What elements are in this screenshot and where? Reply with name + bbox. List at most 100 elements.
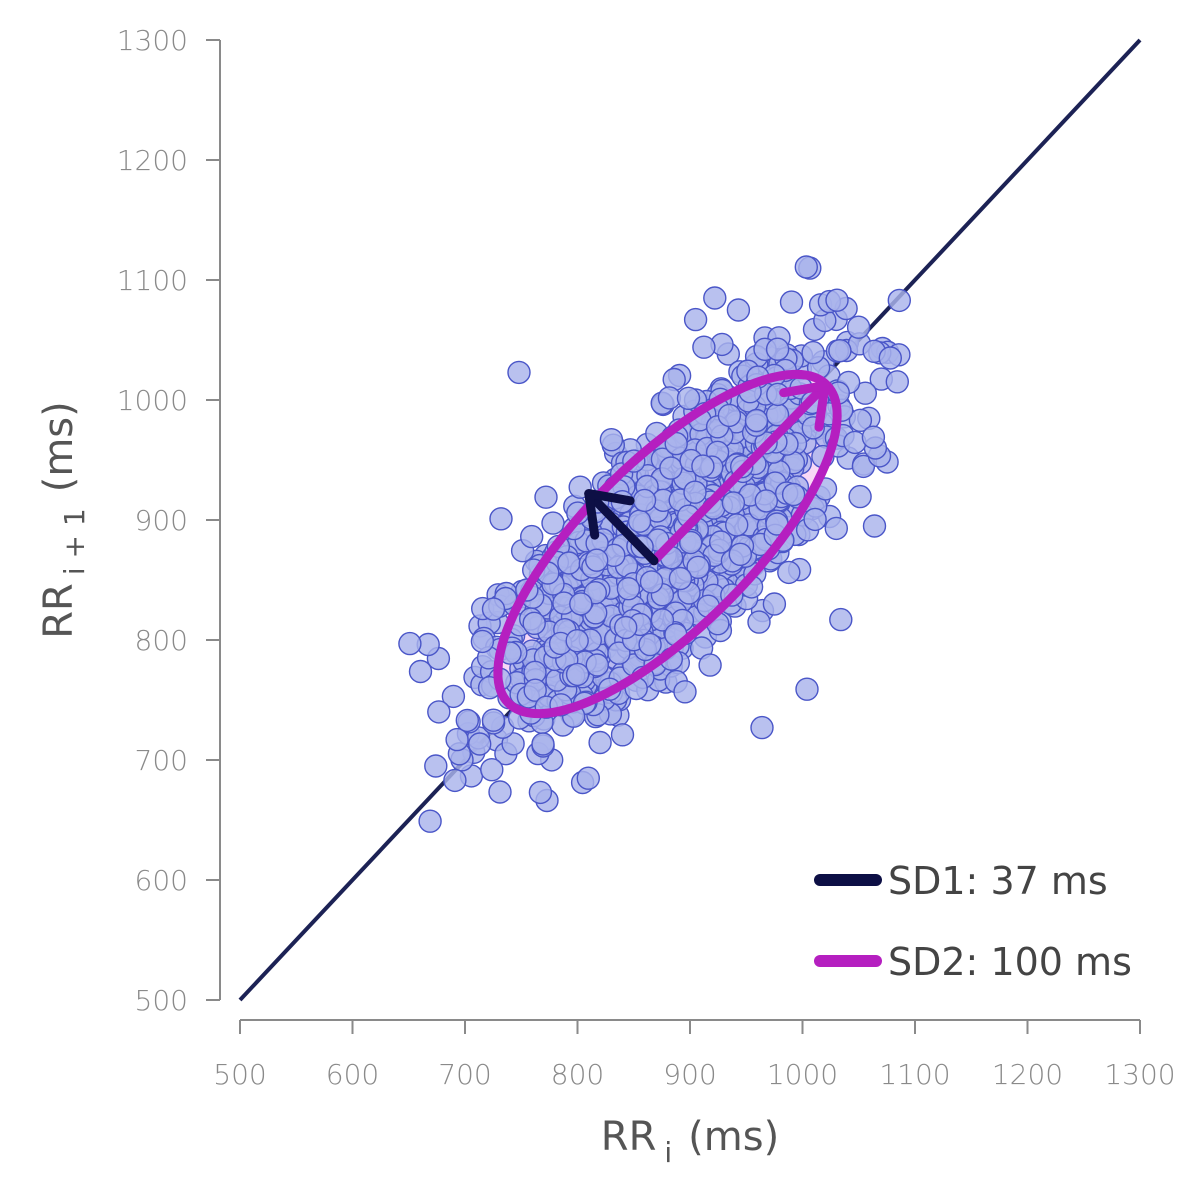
scatter-point xyxy=(455,708,479,733)
scatter-point xyxy=(853,381,877,405)
scatter-point xyxy=(721,491,746,515)
scatter-point xyxy=(528,780,553,805)
scatter-point xyxy=(638,632,662,657)
sd1-arrow xyxy=(584,489,659,566)
scatter-point xyxy=(762,592,787,616)
scatter-point xyxy=(599,428,624,452)
x-tick-label: 1100 xyxy=(879,1058,950,1091)
scatter-point xyxy=(692,335,716,359)
scatter-point xyxy=(795,677,819,701)
y-tick-label: 900 xyxy=(135,504,188,537)
scatter-point xyxy=(632,488,657,513)
scatter-point xyxy=(673,680,697,704)
scatter-point xyxy=(470,629,495,654)
scatter-point xyxy=(639,570,664,594)
y-tick-label: 500 xyxy=(135,984,188,1017)
legend: SD1: 37 ms SD2: 100 ms xyxy=(814,859,1132,984)
x-tick-label: 500 xyxy=(213,1058,266,1091)
y-axis-title: RR i + 1 (ms) xyxy=(36,401,91,638)
scatter-point xyxy=(725,513,749,537)
scatter-point xyxy=(488,780,512,804)
scatter-point xyxy=(610,723,635,747)
scatter-point xyxy=(825,288,849,312)
scatter-point xyxy=(557,551,581,575)
x-axis-title-unit: (ms) xyxy=(688,1114,779,1160)
scatter-point xyxy=(576,766,600,790)
scatter-point xyxy=(887,288,911,313)
scatter-point xyxy=(824,516,848,541)
axes: 500 600 700 800 900 1000 1100 1200 1300 500 600 70… xyxy=(117,24,1176,1091)
sd-arrows xyxy=(584,381,830,566)
y-tick-label: 1100 xyxy=(117,264,188,297)
scatter-point xyxy=(779,290,804,314)
scatter-point xyxy=(507,360,531,385)
scatter-point xyxy=(520,524,544,549)
x-tick-label: 1000 xyxy=(767,1058,838,1091)
scatter-point xyxy=(565,662,590,687)
scatter-point xyxy=(441,684,466,709)
x-tick-label: 600 xyxy=(326,1058,379,1091)
sd1-arrow-head xyxy=(584,489,635,540)
scatter-point xyxy=(777,560,801,585)
scatter-point xyxy=(424,754,448,778)
scatter-point xyxy=(878,346,902,370)
scatter-point xyxy=(408,659,433,684)
y-tick-label: 1300 xyxy=(117,24,188,57)
scatter-point xyxy=(750,715,774,740)
scatter-point xyxy=(668,566,693,591)
x-axis-title-base: RR xyxy=(601,1114,657,1160)
scatter-point xyxy=(846,315,871,339)
scatter-point xyxy=(717,403,742,428)
scatter-point xyxy=(481,708,506,732)
scatter-point xyxy=(522,611,546,635)
x-ticks: 500 600 700 800 900 1000 1100 1200 1300 xyxy=(213,1020,1176,1091)
scatter-point xyxy=(565,629,589,653)
scatter-point xyxy=(861,425,886,449)
scatter-point xyxy=(885,370,909,394)
scatter-point xyxy=(480,758,504,782)
scatter-point xyxy=(650,608,675,632)
scatter-point xyxy=(443,768,467,793)
scatter-point xyxy=(803,507,827,532)
y-tick-label: 800 xyxy=(135,624,188,657)
scatter-point xyxy=(481,597,506,621)
scatter-point xyxy=(703,286,727,310)
scatter-point xyxy=(659,456,683,480)
y-axis-title-unit: (ms) xyxy=(36,401,82,492)
sd2-arrow xyxy=(649,381,830,566)
scatter-point xyxy=(754,489,778,513)
scatter-point xyxy=(829,607,853,632)
scatter-point xyxy=(616,577,641,601)
scatter-point xyxy=(781,482,806,507)
scatter-point xyxy=(728,542,752,566)
scatter-point xyxy=(534,485,558,509)
scatter-point xyxy=(726,298,751,322)
scatter-point xyxy=(531,732,555,756)
x-axis-title-sub: i xyxy=(664,1136,672,1169)
y-tick-label: 600 xyxy=(135,864,188,897)
scatter-point xyxy=(698,653,722,677)
x-tick-label: 800 xyxy=(551,1058,604,1091)
scatter-point xyxy=(614,615,638,640)
scatter-point xyxy=(398,631,422,656)
scatter-point xyxy=(747,610,771,634)
scatter-point xyxy=(418,809,442,833)
x-tick-label: 1300 xyxy=(1104,1058,1175,1091)
scatter-point xyxy=(585,548,609,572)
scatter-point xyxy=(744,408,769,433)
scatter-point xyxy=(709,530,733,554)
scatter-point xyxy=(676,386,701,410)
scatter-point xyxy=(445,727,469,752)
scatter-point xyxy=(848,408,873,432)
scatter-point xyxy=(627,509,652,533)
scatter-point xyxy=(765,337,790,361)
x-tick-label: 1200 xyxy=(992,1058,1063,1091)
scatter-point xyxy=(686,555,710,579)
scatter-point xyxy=(862,514,887,538)
scatter-point xyxy=(607,641,631,665)
scatter-point xyxy=(691,454,715,478)
sd2-arrow-head xyxy=(779,381,830,432)
scatter-point xyxy=(523,678,547,702)
legend-label-sd1: SD1: 37 ms xyxy=(888,859,1108,903)
